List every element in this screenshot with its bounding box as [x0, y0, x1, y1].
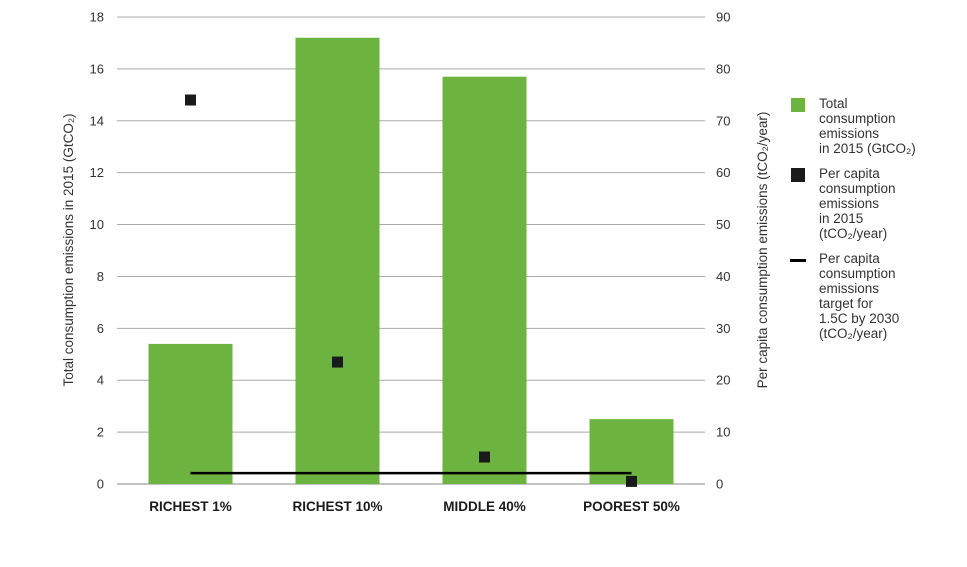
legend-swatch-per-capita [791, 168, 805, 182]
category-label: POOREST 50% [583, 499, 680, 514]
per-capita-marker-series [185, 94, 637, 487]
left-tick-label: 4 [97, 373, 104, 388]
bar [442, 76, 527, 484]
legend-swatch-total [791, 98, 805, 112]
right-tick-label: 20 [716, 373, 730, 388]
per-capita-marker [479, 451, 490, 463]
left-tick-label: 6 [97, 321, 104, 336]
legend-label-total: Total consumption emissions in 2015 (GtC… [819, 96, 916, 156]
legend-item-per-capita: Per capita consumption emissions in 2015… [790, 166, 960, 241]
legend-label-target: Per capita consumption emissions target … [819, 251, 900, 341]
right-tick-label: 10 [716, 425, 730, 440]
left-tick-label: 8 [97, 269, 104, 284]
left-tick-label: 14 [90, 113, 104, 128]
category-label: RICHEST 1% [149, 499, 232, 514]
left-tick-label: 10 [90, 217, 104, 232]
legend-item-target: Per capita consumption emissions target … [790, 251, 960, 341]
bar [148, 343, 233, 484]
category-label: RICHEST 10% [292, 499, 382, 514]
left-tick-label: 12 [90, 165, 104, 180]
category-label: MIDDLE 40% [443, 499, 526, 514]
right-tick-label: 40 [716, 269, 730, 284]
right-tick-label: 90 [716, 10, 730, 25]
left-tick-label: 2 [97, 425, 104, 440]
left-axis-ticks: 0 2 4 6 8 10 12 14 16 18 [90, 10, 104, 492]
right-tick-label: 50 [716, 217, 730, 232]
bar-series [148, 37, 674, 484]
right-tick-label: 30 [716, 321, 730, 336]
right-axis-title: Per capita consumption emissions (tCO₂/y… [755, 112, 770, 389]
right-tick-label: 80 [716, 61, 730, 76]
per-capita-marker [185, 94, 196, 106]
left-axis-title: Total consumption emissions in 2015 (GtC… [61, 113, 76, 386]
legend-swatch-target [790, 259, 806, 262]
right-axis-ticks: 0 10 20 30 40 50 60 70 80 90 [716, 10, 730, 492]
legend: Total consumption emissions in 2015 (GtC… [790, 96, 960, 351]
right-tick-label: 0 [716, 477, 723, 492]
category-labels: RICHEST 1% RICHEST 10% MIDDLE 40% POOREST 5… [149, 499, 680, 514]
left-tick-label: 18 [90, 10, 104, 25]
left-tick-label: 0 [97, 477, 104, 492]
legend-label-per-capita: Per capita consumption emissions in 2015… [819, 166, 896, 241]
left-tick-label: 16 [90, 61, 104, 76]
per-capita-marker [332, 356, 343, 368]
per-capita-marker [626, 475, 637, 487]
bar [295, 37, 380, 484]
right-tick-label: 60 [716, 165, 730, 180]
legend-item-total: Total consumption emissions in 2015 (GtC… [790, 96, 960, 156]
right-tick-label: 70 [716, 113, 730, 128]
